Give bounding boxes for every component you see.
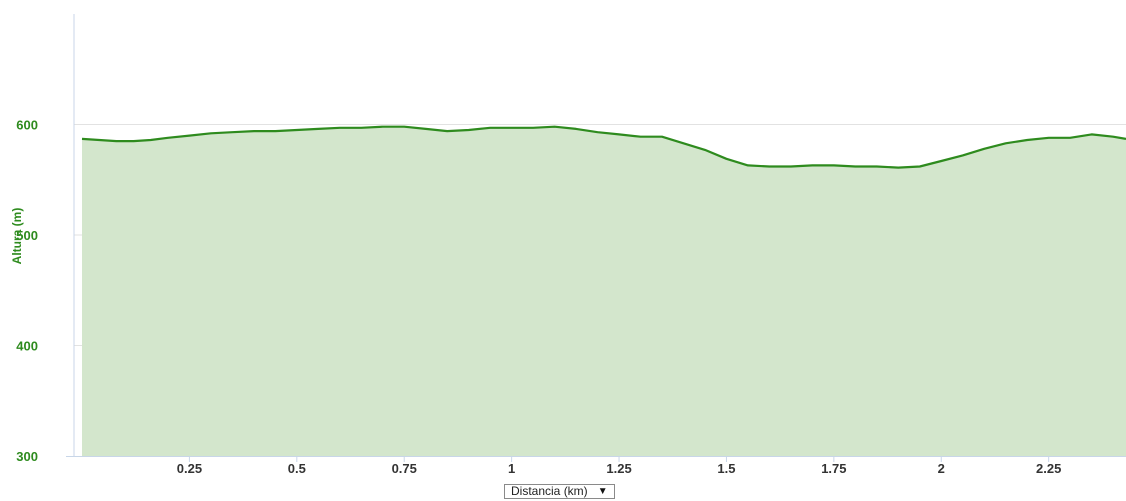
- y-tick-label: 500: [16, 228, 38, 243]
- x-axis-unit-select[interactable]: Distancia (km) ▼: [504, 484, 615, 499]
- x-tick-label: 1: [508, 461, 515, 476]
- elevation-area: [82, 126, 1126, 456]
- y-tick-label: 400: [16, 339, 38, 354]
- x-tick-label: 2: [938, 461, 945, 476]
- y-tick-label: 300: [16, 449, 38, 464]
- x-tick-label: 2.25: [1036, 461, 1061, 476]
- x-tick-label: 0.5: [288, 461, 306, 476]
- dropdown-arrow-icon: ▼: [597, 486, 608, 497]
- y-tick-label: 600: [16, 118, 38, 133]
- elevation-line: [81, 125, 1126, 169]
- x-axis-unit-label: Distancia (km): [511, 484, 588, 498]
- x-tick-label: 0.75: [392, 461, 417, 476]
- x-tick-label: 0.25: [177, 461, 202, 476]
- y-axis-label: Altura (m): [10, 208, 24, 265]
- x-tick-label: 1.75: [821, 461, 846, 476]
- x-tick-label: 1.25: [606, 461, 631, 476]
- x-tick-label: 1.5: [717, 461, 735, 476]
